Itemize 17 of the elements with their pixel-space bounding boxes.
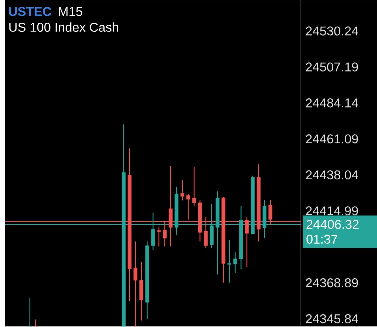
y-tick-label: 24414.99 [306,206,358,216]
candlestick [157,226,162,248]
y-tick-label: 24530.24 [306,26,358,36]
y-tick-label: 24438.04 [306,170,358,180]
candlestick [186,194,190,220]
text: US 100 Index Cash [10,22,118,32]
y-tick-label: 24484.14 [306,98,358,108]
candlestick [228,240,232,284]
y-tick-label: 24507.19 [306,62,358,72]
ref-line-label: 24406.32 [306,220,359,230]
y-tick-label: 24368.89 [306,278,358,288]
annotation: M15 [59,7,82,16]
text: 01:37 [306,234,338,244]
y-tick-label: 24461.09 [306,134,358,144]
chart-title: USTEC [9,7,52,16]
y-tick-label: 24345.84 [306,314,358,324]
candlestick [180,180,185,202]
